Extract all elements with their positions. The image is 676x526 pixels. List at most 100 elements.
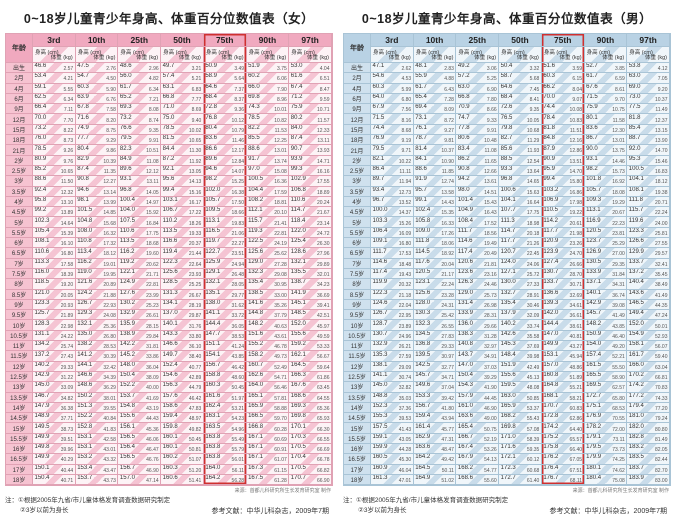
height-value: 157.4 [586, 351, 602, 358]
height-value: 96.8 [119, 186, 132, 193]
data-cell: 162.6 54.71 [246, 371, 290, 383]
weight-value: 9.70 [615, 97, 625, 103]
weight-value: 29.89 [316, 261, 330, 268]
height-value: 77.8 [457, 124, 470, 131]
weight-value: 25.62 [274, 251, 287, 258]
weight-value: 44.28 [398, 447, 412, 454]
data-cell: 55.9 4.88 [413, 73, 457, 84]
data-cell: 148.6 36.29 [75, 382, 119, 393]
height-value: 105.7 [586, 186, 602, 193]
data-cell: 166.5 59.70 [246, 413, 290, 424]
weight-value: 48.08 [526, 385, 540, 392]
height-value: 150.4 [119, 372, 135, 379]
height-value: 122.0 [290, 227, 306, 234]
height-value: 120.9 [543, 238, 559, 245]
weight-value: 17.53 [398, 251, 412, 258]
data-cell: 168.6 64.55 [289, 392, 332, 403]
age-cell: 9岁 [6, 299, 33, 311]
data-cell: 73.2 8.74 [118, 114, 162, 125]
height-value: 140.2 [34, 361, 50, 368]
age-cell: 7.5岁 [6, 268, 33, 280]
data-cell: 150.9 46.40 [584, 330, 628, 342]
data-cell: 150.2 38.01 [75, 392, 119, 403]
age-cell: 16岁 [344, 443, 371, 455]
weight-value: 11.08 [146, 158, 159, 165]
data-cell: 66.8 7.80 [456, 93, 500, 105]
data-cell: 98.2 15.25 [203, 176, 247, 187]
weight-unit-label: 体重 (kg) [431, 55, 454, 61]
data-cell: 79.8 10.68 [499, 124, 542, 136]
data-cell: 168.1 58.21 [541, 392, 585, 403]
height-value: 104.9 [457, 207, 473, 214]
data-cell: 91.7 13.74 [246, 155, 290, 166]
weight-value: 25.74 [60, 344, 74, 351]
height-value: 146.5 [628, 300, 644, 307]
data-cell: 136.6 32.69 [541, 289, 585, 300]
data-cell: 119.3 22.81 [246, 227, 290, 239]
weight-value: 18.89 [316, 189, 330, 196]
height-value: 125.6 [415, 289, 431, 296]
data-cell: 147.9 36.38 [33, 402, 76, 414]
weight-value: 51.20 [188, 467, 202, 474]
height-value: 145.2 [119, 351, 135, 358]
weight-value: 16.86 [569, 189, 583, 196]
height-value: 116.9 [586, 217, 601, 224]
height-value: 143.3 [162, 330, 178, 337]
height-value: 122.7 [205, 248, 221, 255]
data-cell: 80.1 11.58 [584, 114, 628, 125]
data-cell: 85.6 11.93 [499, 145, 542, 156]
height-value: 73.2 [119, 114, 132, 121]
weight-value: 8.73 [63, 138, 74, 145]
age-cell: 15岁 [6, 423, 33, 434]
height-value: 48.6 [119, 63, 132, 70]
height-value: 167.1 [248, 444, 264, 451]
weight-value: 21.06 [231, 230, 245, 237]
height-value: 103.3 [372, 217, 388, 224]
data-cell: 111.8 18.06 [413, 238, 457, 249]
weight-value: 9.71 [401, 148, 412, 155]
age-cell: 11.5岁 [344, 351, 371, 362]
weight-value: 30.74 [398, 375, 412, 382]
weight-value: 15.73 [612, 169, 625, 176]
weight-value: 11.30 [189, 148, 202, 155]
weight-value: 19.29 [612, 199, 625, 206]
weight-unit-label: 体重 (kg) [474, 55, 497, 61]
data-cell: 153.2 43.32 [75, 454, 119, 465]
data-cell: 123.9 24.70 [541, 248, 585, 259]
weight-value: 21.98 [569, 230, 583, 237]
height-value: 158.1 [628, 341, 644, 348]
data-cell: 99.4 15.16 [161, 186, 204, 197]
data-cell: 138.7 34.23 [289, 279, 332, 290]
height-value: 86.4 [372, 166, 385, 173]
weight-value: 21.89 [60, 313, 74, 320]
height-value: 179.1 [586, 433, 602, 440]
height-value: 104.1 [500, 197, 516, 204]
age-cell: 6月 [6, 93, 33, 105]
weight-value: 52.21 [612, 354, 625, 361]
weight-value: 42.58 [103, 436, 116, 443]
data-cell: 57.2 5.25 [456, 73, 500, 84]
height-value: 142.9 [586, 300, 602, 307]
weight-value: 3.06 [486, 66, 497, 73]
data-cell: 46.6 2.57 [33, 63, 76, 74]
data-cell: 124.0 24.06 [499, 258, 542, 269]
age-cell: 12月 [6, 114, 33, 125]
height-value: 168.1 [543, 392, 559, 399]
data-cell: 170.5 66.69 [289, 443, 332, 455]
height-weight-subheader: 身高 (cm) 体重 (kg) [289, 47, 332, 63]
age-cell: 21月 [344, 145, 371, 156]
data-cell: 86.2 11.65 [456, 155, 500, 166]
height-value: 122.3 [162, 258, 178, 265]
data-cell: 153.7 43.73 [75, 474, 119, 486]
weight-value: 13.10 [60, 199, 74, 206]
weight-value: 37.69 [526, 344, 540, 351]
data-cell: 116.5 21.06 [203, 227, 247, 239]
height-value: 96.8 [500, 176, 513, 183]
height-value: 133.7 [628, 258, 644, 265]
data-cell: 61.6 6.51 [289, 73, 332, 84]
data-cell: 149.8 39.96 [33, 443, 76, 455]
height-value: 143.6 [628, 289, 644, 296]
height-value: 162.1 [290, 351, 306, 358]
weight-value: 8.96 [277, 97, 287, 103]
height-value: 105.8 [415, 217, 431, 224]
